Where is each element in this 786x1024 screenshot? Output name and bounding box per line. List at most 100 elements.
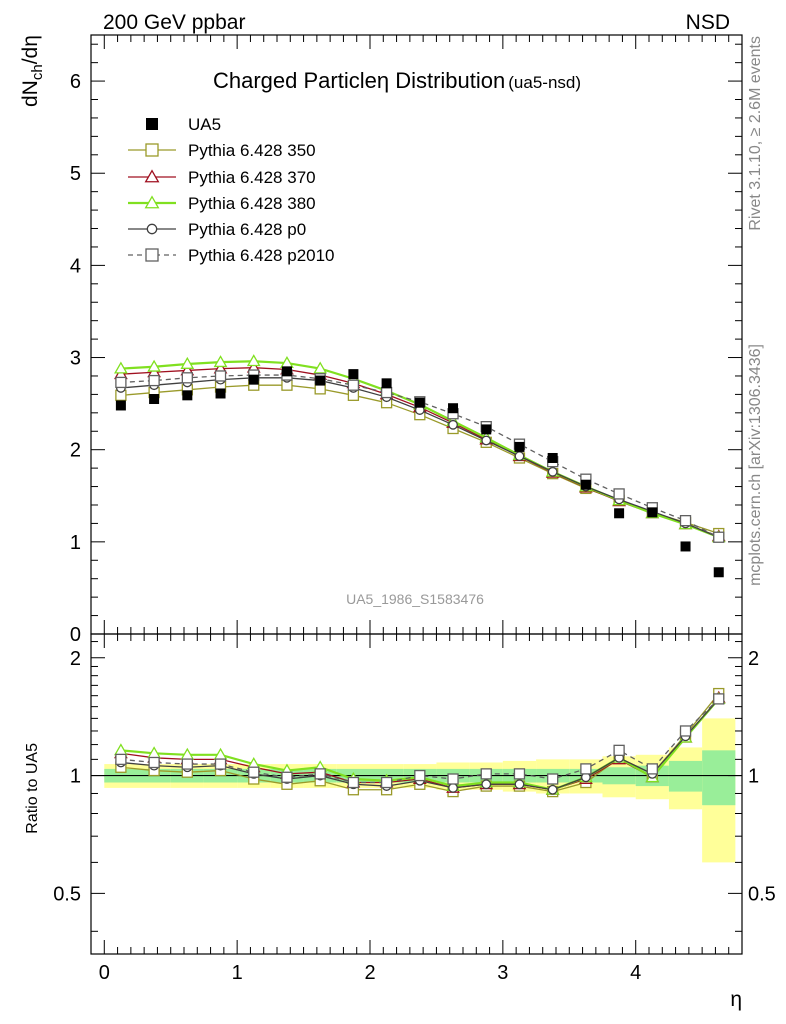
y-tick-label: 0 [70,624,81,646]
ratio-marker [513,768,526,780]
y-tick-label: 6 [70,71,81,93]
legend-label: Pythia 6.428 p0 [188,220,306,239]
main-title: Charged Particleη Distribution (ua5-nsd) [213,68,581,93]
ratio-marker [447,773,459,785]
series-marker [115,376,127,389]
ratio-marker [481,779,492,790]
y-tick-label: 1 [70,532,81,554]
legend-label: Pythia 6.428 380 [188,194,316,213]
series-marker [679,515,692,527]
data-point [381,378,392,389]
legend-marker [146,223,158,235]
ratio-marker [448,783,458,793]
series-marker [313,361,328,374]
series-marker [214,370,227,382]
series-marker [246,354,261,367]
data-point [448,403,459,414]
ratio-tick-label-right: 0.5 [748,883,776,905]
x-tick-label: 1 [232,962,243,984]
ratio-marker [314,768,326,780]
x-axis-label: η [730,988,742,1011]
data-point [614,508,625,519]
data-point [580,479,591,490]
data-point [115,400,126,411]
series-marker [481,435,492,446]
ratio-marker [115,753,127,766]
legend: UA5 Pythia 6.428 350 Pythia 6.428 370 Pythi… [128,115,335,265]
ratio-marker [181,758,193,770]
ratio-marker [580,763,592,775]
series-marker [347,379,360,391]
ratio-axis-ticks: 0.5 0.5 1 1 2 2 0 1 2 3 4 [53,634,776,984]
ratio-marker [214,758,227,770]
ratio-marker [613,744,625,756]
legend-marker [144,195,160,209]
ratio-marker [347,776,360,789]
ratio-marker [547,784,558,795]
ratio-tick-label-left: 2 [70,648,81,670]
ratio-marker [514,779,525,790]
data-point [348,369,359,380]
ratio-series-layer [91,687,742,863]
x-tick-label: 3 [497,962,508,984]
series-marker [181,372,193,384]
legend-label: Pythia 6.428 370 [188,168,316,187]
ratio-tick-label-left: 0.5 [53,883,81,905]
data-point [281,366,292,377]
ratio-tick-label-right: 1 [748,766,759,788]
series-marker [148,374,160,387]
rivet-label: Rivet 3.1.10, ≥ 2.6M events [747,36,764,231]
series-line [120,367,719,537]
series-marker [613,488,625,500]
mcplots-label: mcplots.cern.ch [arXiv:1306.3436] [747,344,764,586]
ratio-tick-label-right: 2 [748,648,759,670]
ratio-panel: 0.5 0.5 1 1 2 2 0 1 2 3 4 Ratio to UA5 η [24,633,776,1011]
x-tick-label: 4 [630,962,641,984]
data-point [647,507,658,518]
legend-label: Pythia 6.428 p2010 [188,246,335,265]
series-marker [514,451,525,462]
data-point [182,390,193,401]
ratio-frame [90,633,743,955]
ratio-marker [248,766,260,778]
main-series-layer [114,354,726,578]
ratio-marker [480,768,492,780]
data-point [414,397,425,408]
series-marker [147,359,161,372]
data-point [315,375,326,386]
y-tick-label: 5 [70,163,81,185]
series-marker [213,355,228,368]
series-marker [380,386,393,399]
ratio-marker [679,725,692,737]
y-axis-label-tail: /dη [19,35,42,64]
uncertainty-band-inner [702,750,736,806]
main-panel: 0 1 2 3 4 5 6 Charged Particleη Distribution (u… [19,34,743,646]
y-axis-label: dNch/dη [19,35,46,107]
data-point [215,388,226,399]
series-marker [448,419,458,430]
data-point [149,394,160,405]
ratio-marker [414,769,426,782]
y-axis-label-main: dN [19,80,42,107]
ratio-axis-label: Ratio to UA5 [24,743,41,834]
data-point [713,567,724,578]
series-marker [713,531,725,543]
x-tick-label: 0 [99,962,110,984]
energy-label: 200 GeV ppbar [103,11,245,34]
ratio-tick-label-left: 1 [70,766,81,788]
y-tick-label: 3 [70,348,81,370]
analysis-watermark: UA5_1986_S1583476 [346,591,484,607]
legend-label: UA5 [188,115,221,134]
y-axis-label-sub: ch [29,64,46,80]
legend-marker [146,118,158,130]
main-axis-ticks: 0 1 2 3 4 5 6 [70,35,743,646]
data-point [547,452,558,463]
ratio-marker [148,756,160,769]
legend-marker [145,143,159,157]
ratio-marker [547,773,559,785]
legend-marker [144,169,160,183]
ratio-marker [380,776,393,789]
data-point [248,374,259,385]
ratio-marker [646,763,658,775]
